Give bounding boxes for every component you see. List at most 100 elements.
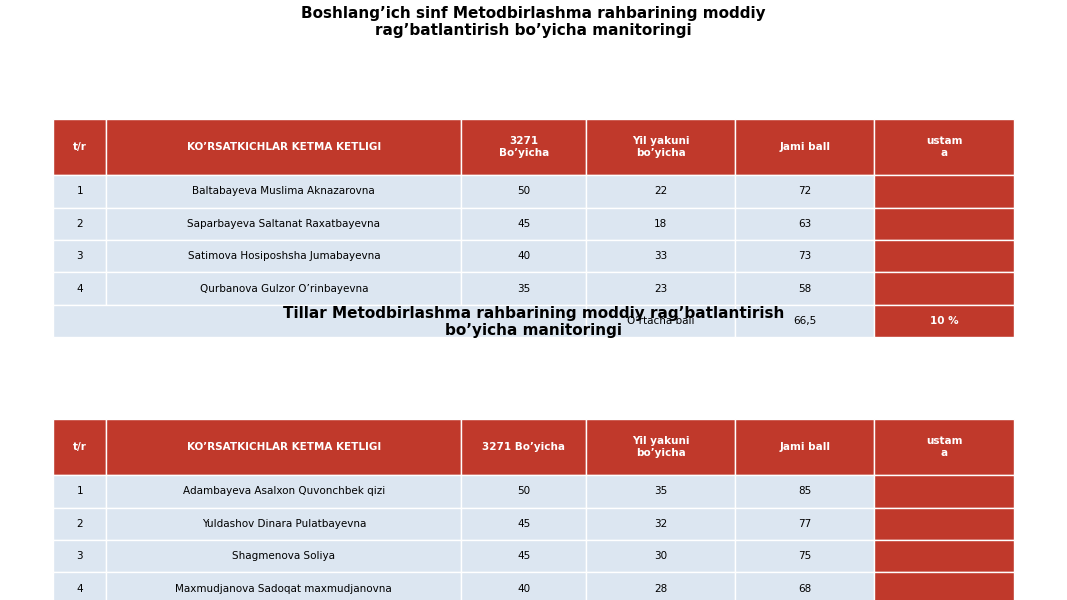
Bar [587, 208, 735, 240]
Bar [587, 540, 735, 572]
Bar [107, 475, 462, 508]
Text: 3271
Bo’yicha: 3271 Bo’yicha [498, 136, 550, 158]
Bar [107, 572, 462, 600]
Text: 35: 35 [517, 284, 530, 294]
Bar [587, 272, 735, 305]
Text: 10 %: 10 % [929, 316, 958, 326]
Bar [735, 305, 875, 337]
Bar [462, 572, 587, 600]
Bar [875, 572, 1014, 600]
Bar [53, 240, 107, 272]
Bar [107, 419, 462, 475]
Text: 4: 4 [77, 284, 83, 294]
Bar [53, 208, 107, 240]
Text: 73: 73 [798, 251, 811, 261]
Text: Boshlang’ich sinf Metodbirlashma rahbarining moddiy
rag’batlantirish bo’yicha ma: Boshlang’ich sinf Metodbirlashma rahbari… [301, 6, 766, 38]
Text: 1: 1 [77, 487, 83, 496]
Bar [53, 272, 107, 305]
Text: Adambayeva Asalxon Quvonchbek qizi: Adambayeva Asalxon Quvonchbek qizi [182, 487, 385, 496]
Text: 32: 32 [654, 519, 667, 529]
Bar [735, 508, 875, 540]
Bar [587, 240, 735, 272]
Text: 2: 2 [77, 219, 83, 229]
Text: 50: 50 [517, 487, 530, 496]
Bar [53, 508, 107, 540]
Bar [875, 175, 1014, 208]
Bar [462, 175, 587, 208]
Bar [735, 240, 875, 272]
Text: 68: 68 [798, 584, 811, 594]
Text: 18: 18 [654, 219, 667, 229]
Text: Qurbanova Gulzor O’rinbayevna: Qurbanova Gulzor O’rinbayevna [200, 284, 368, 294]
Bar [875, 208, 1014, 240]
Bar [462, 508, 587, 540]
Bar [587, 419, 735, 475]
Bar [735, 419, 875, 475]
Bar [107, 272, 462, 305]
Bar [587, 572, 735, 600]
Bar [107, 208, 462, 240]
Bar [53, 572, 107, 600]
Bar [107, 540, 462, 572]
Bar [735, 175, 875, 208]
Text: Jami ball: Jami ball [779, 142, 830, 152]
Text: 40: 40 [517, 251, 530, 261]
Text: 22: 22 [654, 187, 667, 196]
Text: 45: 45 [517, 219, 530, 229]
Text: KO’RSATKICHLAR KETMA KETLIGI: KO’RSATKICHLAR KETMA KETLIGI [187, 442, 381, 452]
Text: Jami ball: Jami ball [779, 442, 830, 452]
Text: Tillar Metodbirlashma rahbarining moddiy rag’batlantirish
bo’yicha manitoringi: Tillar Metodbirlashma rahbarining moddiy… [283, 306, 784, 338]
Text: 35: 35 [654, 487, 667, 496]
Bar [462, 119, 587, 175]
Bar [107, 119, 462, 175]
Bar [735, 572, 875, 600]
Text: Baltabayeva Muslima Aknazarovna: Baltabayeva Muslima Aknazarovna [192, 187, 376, 196]
Bar [53, 175, 107, 208]
Text: 33: 33 [654, 251, 667, 261]
Bar [53, 305, 587, 337]
Text: 77: 77 [798, 519, 811, 529]
Text: KO’RSATKICHLAR KETMA KETLIGI: KO’RSATKICHLAR KETMA KETLIGI [187, 142, 381, 152]
Text: Shagmenova Soliya: Shagmenova Soliya [233, 551, 335, 561]
Text: 23: 23 [654, 284, 667, 294]
Bar [735, 272, 875, 305]
Text: Yil yakuni
bo’yicha: Yil yakuni bo’yicha [632, 136, 689, 158]
Text: 45: 45 [517, 519, 530, 529]
Bar [587, 475, 735, 508]
Bar [462, 208, 587, 240]
Bar [875, 272, 1014, 305]
Text: 63: 63 [798, 219, 811, 229]
Bar [735, 208, 875, 240]
Bar [53, 419, 107, 475]
Text: 3: 3 [77, 251, 83, 261]
Bar [875, 240, 1014, 272]
Text: 50: 50 [517, 187, 530, 196]
Bar [735, 540, 875, 572]
Bar [735, 475, 875, 508]
Bar [462, 540, 587, 572]
Bar [462, 272, 587, 305]
Text: 2: 2 [77, 519, 83, 529]
Text: 75: 75 [798, 551, 811, 561]
Text: 58: 58 [798, 284, 811, 294]
Text: 30: 30 [654, 551, 667, 561]
Text: 85: 85 [798, 487, 811, 496]
Text: 3: 3 [77, 551, 83, 561]
Bar [53, 540, 107, 572]
Bar [587, 508, 735, 540]
Text: Yuldashov Dinara Pulatbayevna: Yuldashov Dinara Pulatbayevna [202, 519, 366, 529]
Bar [107, 508, 462, 540]
Bar [53, 475, 107, 508]
Text: 66,5: 66,5 [793, 316, 816, 326]
Text: 3271 Bo’yicha: 3271 Bo’yicha [482, 442, 566, 452]
Text: 4: 4 [77, 584, 83, 594]
Text: ustam
a: ustam a [926, 136, 962, 158]
Text: Maxmudjanova Sadoqat maxmudjanovna: Maxmudjanova Sadoqat maxmudjanovna [175, 584, 393, 594]
Text: t/r: t/r [73, 142, 86, 152]
Text: 72: 72 [798, 187, 811, 196]
Bar [875, 508, 1014, 540]
Text: ustam
a: ustam a [926, 436, 962, 458]
Text: 40: 40 [517, 584, 530, 594]
Bar [735, 119, 875, 175]
Bar [875, 419, 1014, 475]
